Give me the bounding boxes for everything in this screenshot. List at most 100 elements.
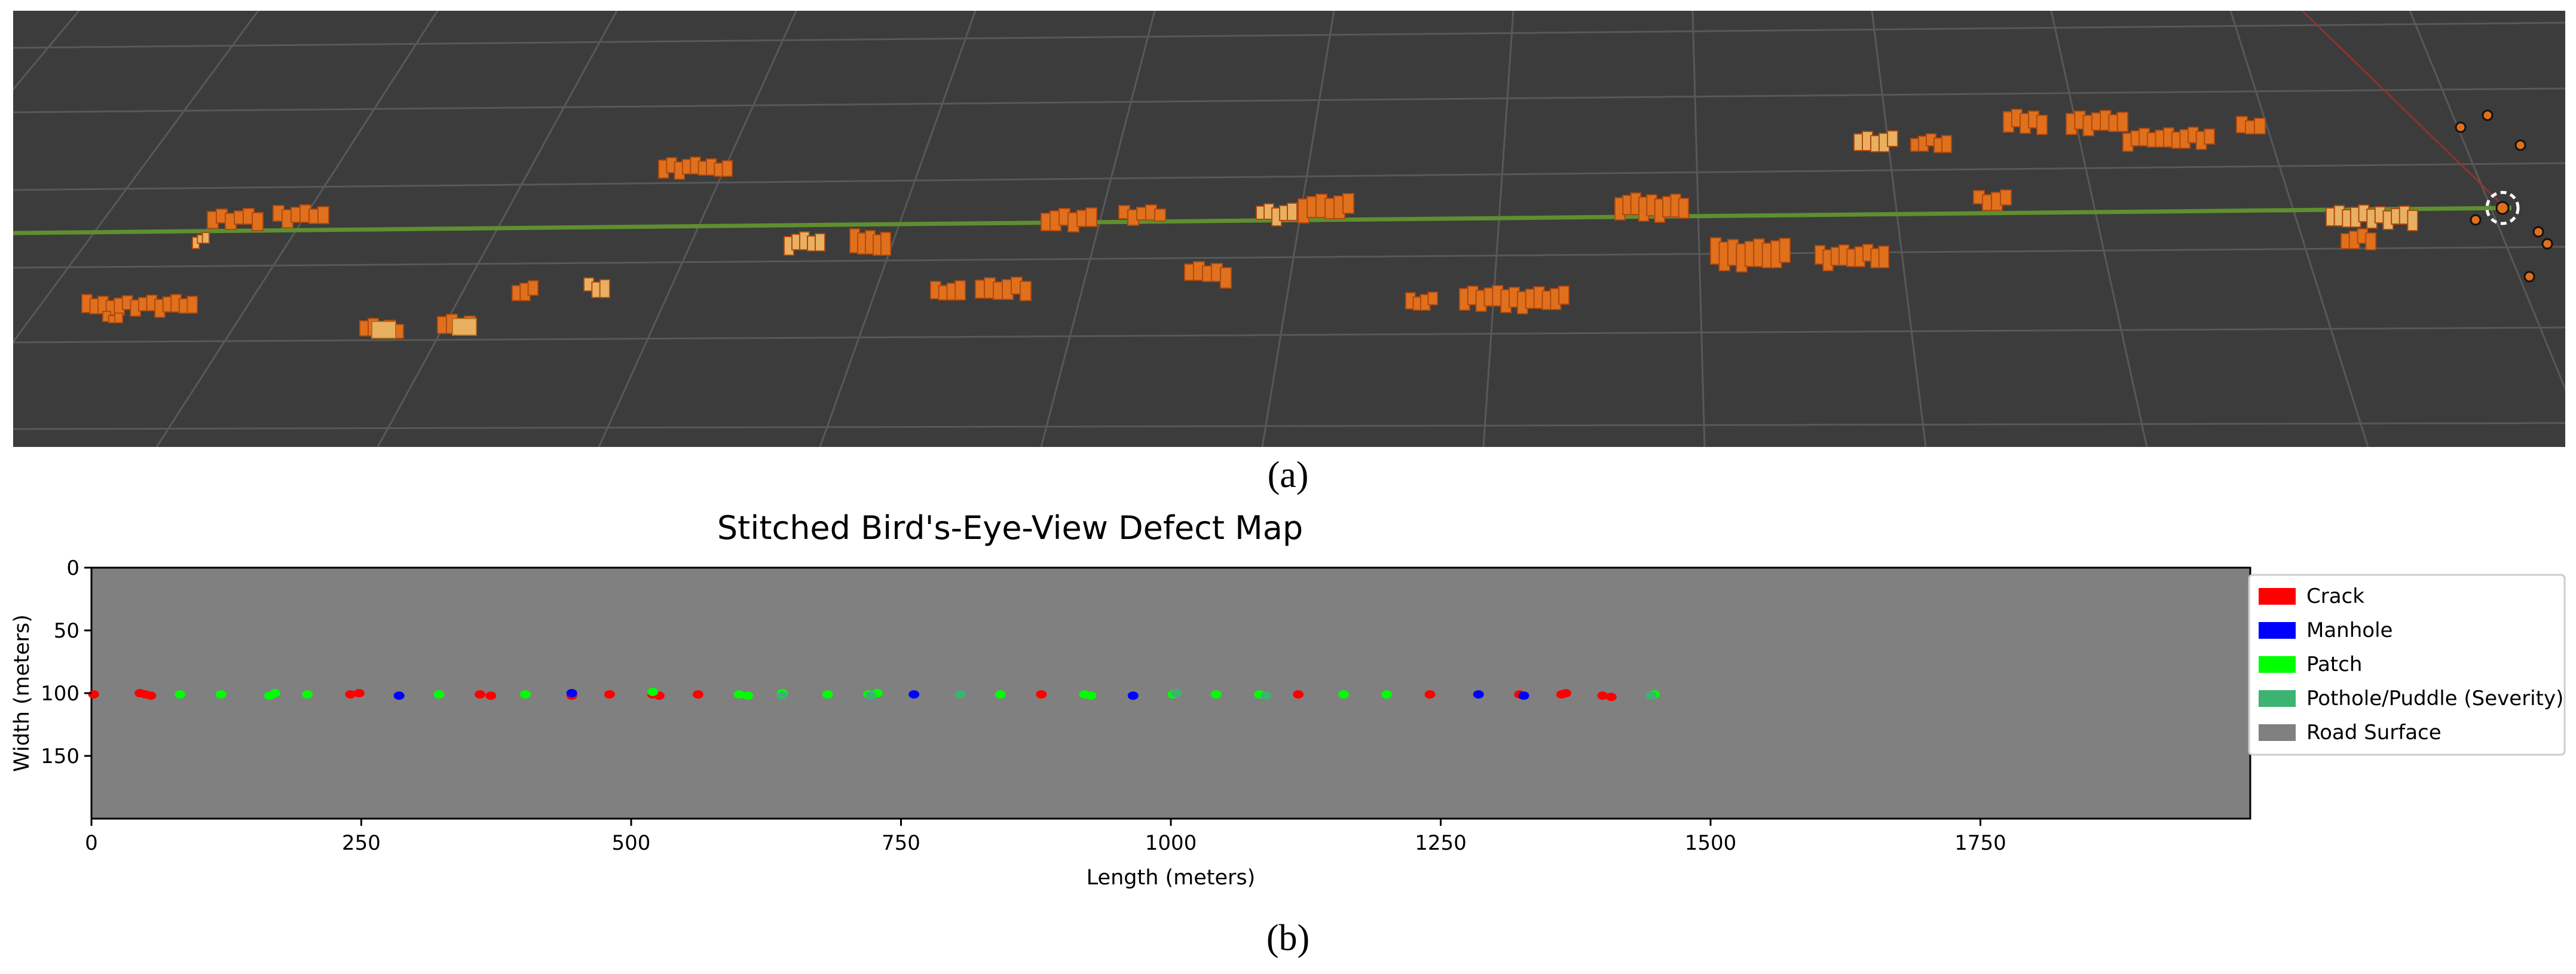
defect-voxel (599, 279, 611, 298)
defect-point-patch (215, 690, 227, 699)
defect-point-manhole (908, 690, 920, 699)
legend-label: Patch (2306, 653, 2362, 676)
defect-point-crack (353, 689, 365, 697)
defect-cluster (1973, 189, 2012, 211)
x-tick-label: 1500 (1685, 831, 1737, 855)
defect-point-crack (1036, 690, 1047, 699)
defect-map-chart: Stitched Bird's-Eye-View Defect Map 0 250… (10, 509, 2566, 890)
defect-voxel (1779, 238, 1791, 263)
defect-voxel (201, 232, 210, 244)
defect-voxel (721, 160, 733, 177)
defect-voxel (1220, 267, 1232, 289)
defect-point-manhole (393, 691, 405, 700)
grid-line (1691, 11, 1706, 447)
defect-point-pothole-puddle-severity (954, 690, 966, 699)
defect-voxel (2204, 128, 2215, 145)
defect-voxel-light (452, 318, 477, 336)
defect-voxel (1020, 281, 1032, 301)
defect-point-crack (485, 691, 497, 700)
sensor-ray (2301, 11, 2501, 203)
defect-voxel (317, 206, 329, 224)
x-tick-label: 1250 (1415, 831, 1467, 855)
defect-cluster (930, 280, 966, 301)
defect-clusters (81, 109, 2418, 339)
defect-cluster (512, 280, 539, 301)
x-tick-label: 500 (612, 831, 651, 855)
defect-voxel (2116, 112, 2129, 132)
defect-cluster (658, 157, 733, 180)
defect-cluster (1459, 285, 1570, 314)
defect-point-pothole-puddle-severity (776, 691, 788, 700)
defect-point-crack (145, 691, 157, 700)
defect-voxel (2036, 115, 2048, 135)
defect-voxel (186, 296, 198, 314)
defect-point-crack (1424, 690, 1436, 699)
defect-voxel (1154, 209, 1166, 222)
legend-swatch (2259, 724, 2296, 741)
y-tick-label: 0 (66, 556, 79, 580)
defect-cluster (849, 228, 891, 256)
grid-line (1871, 11, 1927, 447)
y-axis-label: Width (meters) (10, 614, 34, 772)
defect-point-pothole-puddle-severity (865, 691, 876, 700)
defect-cluster (784, 231, 825, 256)
y-tick-label: 50 (54, 619, 79, 643)
defect-cluster (273, 204, 329, 228)
grid-line (13, 422, 2565, 430)
panel-a-caption: (a) (1267, 455, 1309, 495)
defect-cluster (975, 277, 1032, 301)
defect-voxel (1342, 193, 1354, 214)
defect-cluster (1184, 261, 1232, 289)
legend-swatch (2259, 588, 2296, 605)
grid-line (1040, 11, 1156, 447)
defect-voxel (1878, 246, 1890, 268)
defect-point-pothole-puddle-severity (1645, 691, 1657, 700)
ground-grid (13, 11, 2565, 447)
point-cloud-panel (13, 11, 2565, 447)
defect-cluster (1041, 207, 1097, 232)
defect-voxel (527, 280, 539, 296)
defect-voxel (1887, 130, 1898, 147)
grid-line (13, 162, 2565, 191)
defect-cluster (1710, 237, 1791, 272)
grid-line (2409, 11, 2565, 391)
grid-line (13, 11, 80, 91)
legend-label: Crack (2306, 584, 2364, 608)
defect-point-patch (1085, 691, 1097, 700)
defect-voxel (1085, 207, 1097, 227)
x-tick-label: 1750 (1954, 831, 2006, 855)
defect-voxel (1287, 203, 1298, 221)
grid-line (1482, 11, 1515, 447)
defect-point-patch (1210, 690, 1222, 699)
defect-point-crack (692, 690, 703, 699)
defect-point-crack (604, 690, 615, 699)
legend-swatch (2259, 622, 2296, 639)
defect-cluster (2066, 110, 2129, 136)
defect-cluster (1614, 192, 1690, 223)
point-cloud-view (13, 11, 2565, 447)
defect-cluster (2326, 204, 2418, 231)
defect-point-patch (995, 690, 1006, 699)
defect-cluster (1405, 292, 1438, 311)
defect-cluster (2003, 109, 2048, 135)
defect-voxel-light (371, 321, 396, 339)
defect-point-crack (1605, 693, 1617, 702)
defect-point-patch (302, 690, 313, 699)
defect-point-patch (1381, 690, 1393, 699)
defect-point-crack (475, 690, 486, 699)
defect-point-patch (175, 690, 186, 699)
defect-cluster (102, 311, 123, 323)
defect-point-crack (1560, 689, 1571, 697)
grid-line (13, 11, 259, 344)
y-tick-label: 150 (41, 745, 79, 768)
defect-cluster (1853, 130, 1898, 152)
defect-cluster (1256, 203, 1298, 226)
defect-voxel (252, 212, 264, 231)
defect-point-patch (1338, 690, 1349, 699)
grid-line (819, 11, 977, 447)
grid-line (2229, 11, 2369, 447)
defect-cluster (192, 232, 210, 249)
defect-cluster (1298, 193, 1354, 223)
x-tick-label: 250 (342, 831, 381, 855)
defect-point-patch (270, 689, 281, 697)
